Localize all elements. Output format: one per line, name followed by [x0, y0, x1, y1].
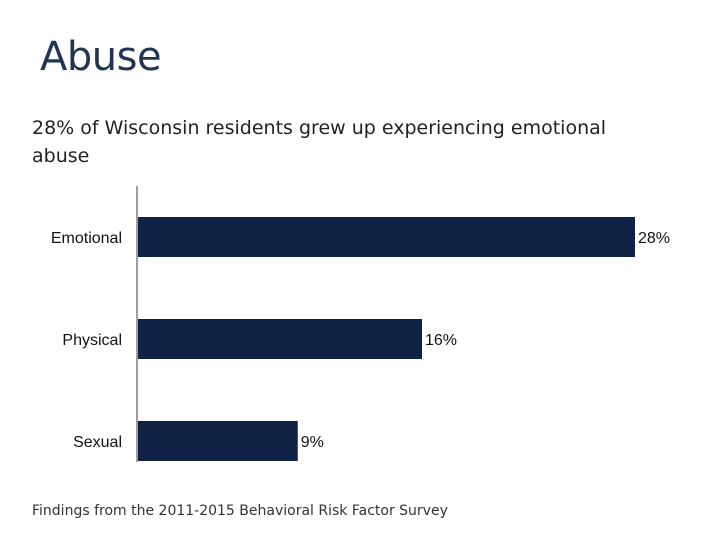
slide-title: Abuse [40, 34, 162, 80]
category-label-emotional: Emotional [51, 230, 122, 247]
bar-emotional [138, 217, 635, 257]
value-label-physical: 16% [425, 332, 457, 349]
bar-physical [138, 319, 422, 359]
bar-sexual [138, 421, 298, 461]
value-label-sexual: 9% [301, 434, 324, 451]
slide-subtitle: 28% of Wisconsin residents grew up exper… [32, 117, 607, 167]
source-footnote: Findings from the 2011-2015 Behavioral R… [32, 503, 448, 519]
category-label-physical: Physical [62, 332, 122, 349]
value-label-emotional: 28% [638, 230, 670, 247]
category-label-sexual: Sexual [73, 434, 122, 451]
